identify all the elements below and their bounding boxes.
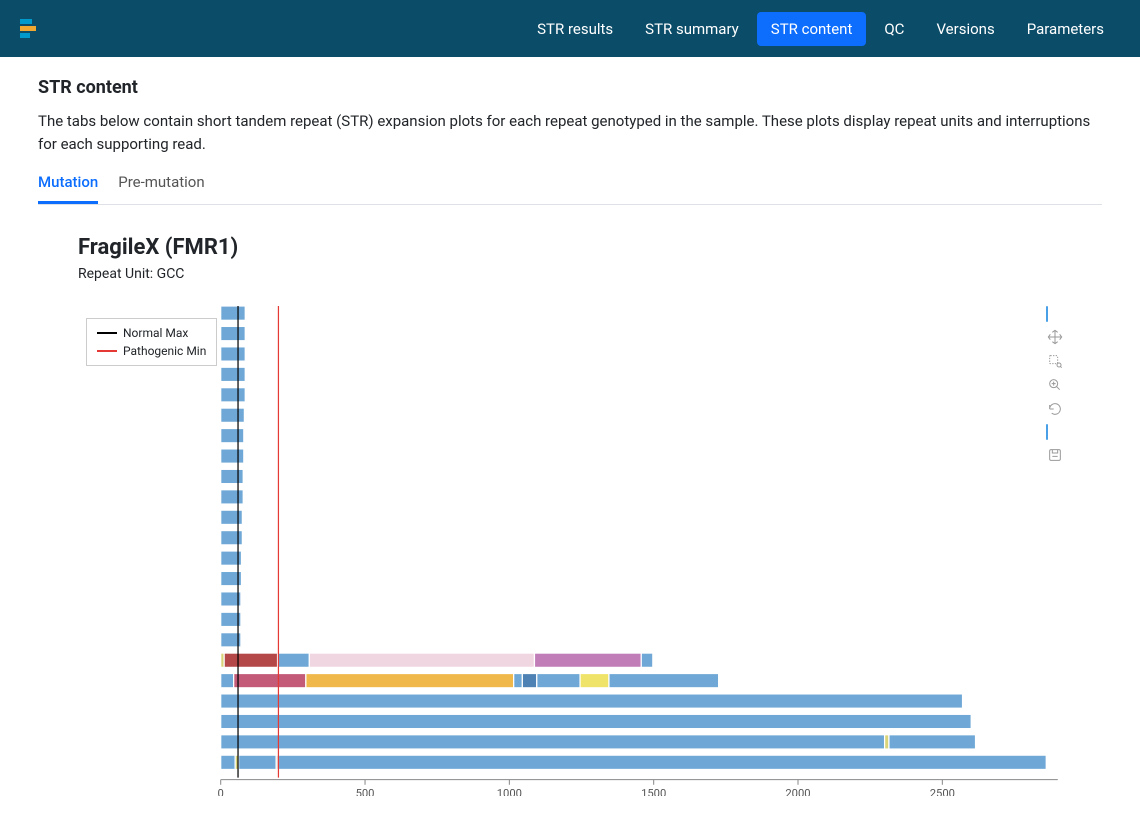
subtab-mutation[interactable]: Mutation: [38, 173, 98, 204]
read-segment[interactable]: [306, 674, 514, 688]
plot-toolbar: [1046, 306, 1064, 464]
read-segment[interactable]: [221, 326, 246, 340]
x-tick-label: 0: [218, 787, 224, 796]
read-segment[interactable]: [641, 653, 653, 667]
legend-item-label: Pathogenic Min: [123, 344, 206, 358]
plot-container: 0 500 1000 1500 2000 2500 Normal Max Pathogeni…: [78, 306, 1078, 796]
x-tick-label: 500: [356, 787, 375, 796]
read-segment[interactable]: [221, 755, 235, 769]
legend-item-label: Normal Max: [123, 326, 188, 340]
read-segment[interactable]: [221, 347, 246, 361]
toolbar-group-indicator: [1046, 424, 1048, 440]
main-content: STR content The tabs below contain short…: [0, 57, 1140, 816]
read-segment[interactable]: [221, 408, 245, 422]
x-tick-label: 1500: [641, 787, 666, 796]
read-segment[interactable]: [221, 449, 244, 463]
read-segment[interactable]: [221, 490, 244, 504]
read-segment[interactable]: [534, 653, 641, 667]
nav-item-versions[interactable]: Versions: [922, 12, 1008, 46]
plot-svg[interactable]: 0 500 1000 1500 2000 2500: [78, 306, 1078, 796]
read-segment[interactable]: [221, 306, 246, 320]
read-segment[interactable]: [221, 531, 243, 545]
save-tool-icon[interactable]: [1046, 446, 1064, 464]
read-segment[interactable]: [889, 735, 976, 749]
read-segment[interactable]: [221, 367, 246, 381]
read-segment[interactable]: [885, 735, 889, 749]
toolbar-group-indicator: [1046, 306, 1048, 322]
page-title: STR content: [38, 77, 1102, 98]
read-segment[interactable]: [514, 674, 523, 688]
read-segment[interactable]: [278, 755, 1046, 769]
plot-legend: Normal Max Pathogenic Min: [86, 318, 217, 366]
nav-item-str-results[interactable]: STR results: [523, 12, 627, 46]
x-tick-label: 1000: [497, 787, 522, 796]
read-segment[interactable]: [239, 755, 277, 769]
wheel-zoom-tool-icon[interactable]: [1046, 376, 1064, 394]
read-segment[interactable]: [221, 714, 971, 728]
page-description: The tabs below contain short tandem repe…: [38, 110, 1102, 155]
nav-item-str-summary[interactable]: STR summary: [631, 12, 753, 46]
box-zoom-tool-icon[interactable]: [1046, 352, 1064, 370]
nav-item-qc[interactable]: QC: [870, 12, 918, 46]
read-segment[interactable]: [609, 674, 719, 688]
read-segment[interactable]: [221, 469, 244, 483]
read-segment[interactable]: [309, 653, 534, 667]
reset-tool-icon[interactable]: [1046, 400, 1064, 418]
nav-item-parameters[interactable]: Parameters: [1013, 12, 1118, 46]
chart-subtitle: Repeat Unit: GCC: [78, 266, 1102, 282]
read-segment[interactable]: [221, 510, 243, 524]
read-segment[interactable]: [221, 735, 885, 749]
read-segment[interactable]: [278, 653, 310, 667]
read-segment[interactable]: [522, 674, 536, 688]
read-segment[interactable]: [580, 674, 609, 688]
read-segment[interactable]: [221, 429, 244, 443]
read-segment[interactable]: [224, 653, 277, 667]
top-navbar: STR resultsSTR summarySTR contentQCVersi…: [0, 0, 1140, 57]
x-tick-label: 2500: [930, 787, 955, 796]
legend-item[interactable]: Normal Max: [97, 324, 206, 342]
read-segment[interactable]: [221, 694, 963, 708]
chart-title: FragileX (FMR1): [78, 235, 1102, 260]
subtab-bar: Mutation Pre-mutation: [38, 173, 1102, 205]
pan-tool-icon[interactable]: [1046, 328, 1064, 346]
nav-item-str-content[interactable]: STR content: [757, 12, 867, 46]
x-tick-label: 2000: [785, 787, 810, 796]
subtab-pre-mutation[interactable]: Pre-mutation: [118, 173, 204, 204]
read-segment[interactable]: [234, 674, 306, 688]
read-segment[interactable]: [537, 674, 580, 688]
chart-region: FragileX (FMR1) Repeat Unit: GCC 0 500 100…: [38, 235, 1102, 796]
brand-logo-icon: [20, 19, 40, 39]
read-segment[interactable]: [221, 674, 234, 688]
legend-item[interactable]: Pathogenic Min: [97, 342, 206, 360]
read-segment[interactable]: [221, 388, 246, 402]
